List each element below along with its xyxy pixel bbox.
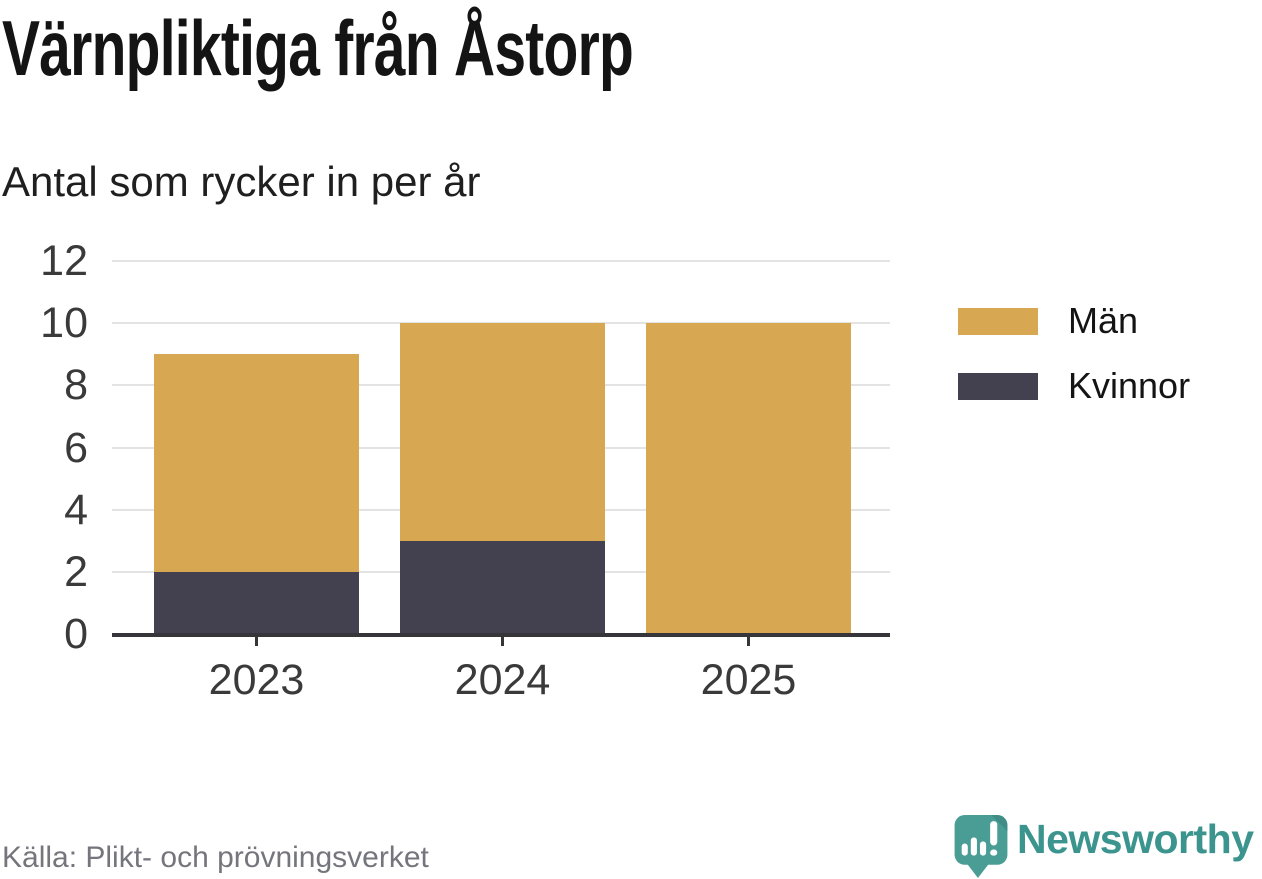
newsworthy-logo: Newsworthy xyxy=(954,815,1254,878)
bar-2023-män xyxy=(154,354,359,572)
y-tick-label-0: 0 xyxy=(64,610,88,658)
mini-bar-1 xyxy=(961,843,968,856)
y-tick-label-4: 4 xyxy=(64,485,88,534)
source-note: Källa: Plikt- och prövningsverket xyxy=(2,841,429,874)
bar-2024-män xyxy=(400,323,605,541)
y-tick-label-8: 8 xyxy=(64,361,88,410)
chart-subtitle: Antal som rycker in per år xyxy=(2,158,481,205)
gridline-y12 xyxy=(112,260,890,262)
x-tick-label-2023: 2023 xyxy=(208,656,305,704)
mini-bar-2 xyxy=(970,837,977,856)
y-tick-label-6: 6 xyxy=(64,423,88,472)
exclamation-dot xyxy=(990,849,998,856)
newsworthy-wordmark: Newsworthy xyxy=(1017,816,1254,862)
legend-swatch-kvinnor xyxy=(958,372,1038,400)
chart-title: Värnpliktiga från Åstorp xyxy=(2,4,634,92)
bubble-fold-shape xyxy=(991,815,1008,832)
mini-bar-3 xyxy=(979,841,987,856)
x-tick-label-2024: 2024 xyxy=(454,656,551,704)
bar-2023-kvinnor xyxy=(154,571,359,634)
legend-label-kvinnor: Kvinnor xyxy=(1068,365,1191,406)
y-tick-label-2: 2 xyxy=(64,547,88,596)
x-tick-label-2025: 2025 xyxy=(700,656,797,704)
x-axis-tick-2023 xyxy=(255,637,258,646)
bar-2024-kvinnor xyxy=(400,540,605,634)
legend: Män Kvinnor xyxy=(958,303,1190,404)
x-axis-line xyxy=(112,633,890,637)
bar-2025-män xyxy=(646,323,851,634)
newsworthy-logo-icon xyxy=(954,815,1008,878)
legend-swatch-män xyxy=(958,307,1038,335)
legend-item-kvinnor: Kvinnor xyxy=(958,368,1190,404)
y-tick-label-12: 12 xyxy=(40,237,88,285)
legend-label-män: Män xyxy=(1068,300,1139,341)
legend-item-män: Män xyxy=(958,303,1190,339)
y-tick-label-10: 10 xyxy=(40,299,88,348)
exclamation-bar xyxy=(990,821,998,846)
x-axis-tick-2024 xyxy=(501,637,504,646)
x-axis-tick-2025 xyxy=(747,637,750,646)
